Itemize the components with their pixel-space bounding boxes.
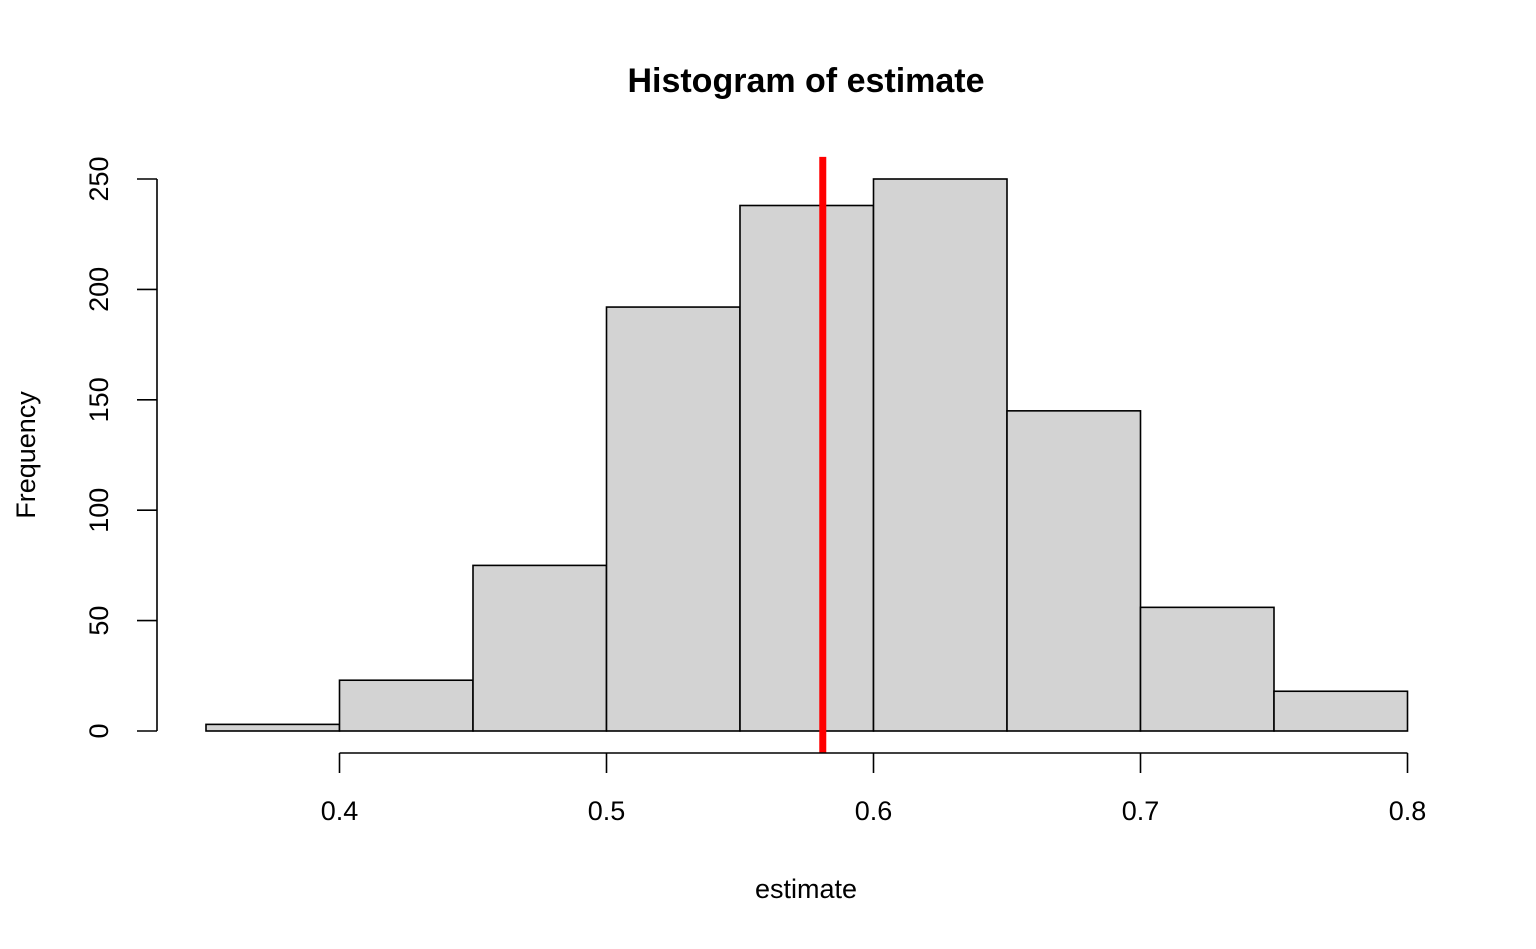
histogram-bar-7 [1139,606,1275,732]
x-tick-label: 0.5 [588,796,626,826]
histogram-bar-1 [338,679,474,732]
histogram-bar-2 [472,564,608,732]
histogram-bar-6 [1006,410,1142,732]
chart-title: Histogram of estimate [627,62,984,100]
histogram-bar-5 [872,178,1008,732]
y-tick-label: 150 [84,377,114,422]
x-tick-label: 0.7 [1122,796,1160,826]
histogram-bar-0 [205,723,341,732]
x-axis: 0.4 0.5 0.6 0.7 0.8 [321,752,1427,826]
y-tick-label: 250 [84,156,114,201]
histogram-bar-8 [1273,690,1409,732]
y-tick-label: 0 [84,723,114,738]
x-axis-label: estimate [755,874,857,904]
y-tick-label: 50 [84,606,114,636]
x-tick-label: 0.8 [1389,796,1427,826]
histogram-bar-4 [739,204,875,732]
y-tick-label: 100 [84,488,114,533]
x-tick-label: 0.4 [321,796,359,826]
y-axis-label: Frequency [11,391,41,519]
bars-group [205,178,1409,732]
y-axis: 0 50 100 150 200 250 [84,156,158,739]
x-tick-label: 0.6 [855,796,893,826]
y-tick-label: 200 [84,267,114,312]
histogram-bar-3 [605,306,741,732]
